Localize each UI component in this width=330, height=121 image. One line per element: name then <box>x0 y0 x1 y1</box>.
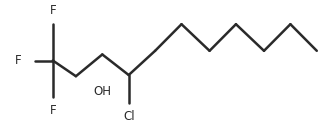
Text: F: F <box>50 4 56 17</box>
Text: F: F <box>15 54 21 67</box>
Text: OH: OH <box>93 85 111 98</box>
Text: F: F <box>50 104 56 117</box>
Text: Cl: Cl <box>123 110 135 121</box>
